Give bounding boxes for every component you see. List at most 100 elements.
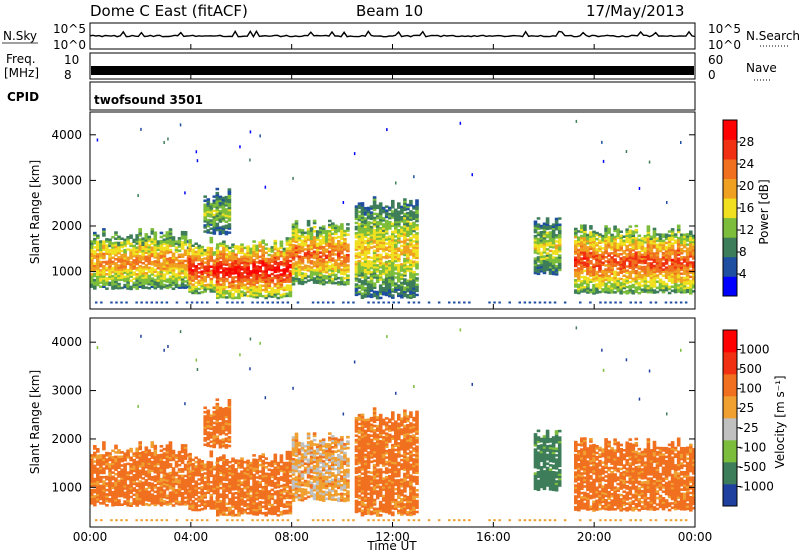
power-cell bbox=[400, 216, 404, 219]
power-cell bbox=[664, 252, 669, 255]
power-cell bbox=[321, 225, 326, 228]
power-cell bbox=[673, 235, 678, 238]
velocity-cell bbox=[147, 451, 152, 455]
power-cell bbox=[282, 262, 287, 265]
power-cell bbox=[372, 241, 377, 244]
power-cell bbox=[658, 243, 663, 247]
power-cell bbox=[246, 249, 250, 253]
power-cell bbox=[400, 289, 404, 293]
velocity-cell bbox=[162, 482, 167, 486]
power-cell bbox=[391, 273, 395, 277]
power-cell bbox=[622, 243, 626, 247]
velocity-cell bbox=[150, 460, 155, 464]
power-cell bbox=[658, 260, 663, 263]
power-cell bbox=[409, 236, 413, 240]
power-cell bbox=[162, 257, 167, 260]
velocity-cell bbox=[147, 466, 152, 470]
power-cell bbox=[343, 266, 347, 270]
power-cell bbox=[388, 270, 392, 273]
power-cell bbox=[288, 247, 293, 250]
power-cell bbox=[328, 256, 332, 260]
power-cell bbox=[243, 252, 247, 256]
power-cell bbox=[613, 272, 617, 276]
power-cell bbox=[360, 230, 365, 234]
power-cell bbox=[381, 256, 386, 259]
power-cell bbox=[554, 273, 559, 276]
power-cell bbox=[375, 237, 380, 240]
power-isolated-echo bbox=[137, 194, 139, 197]
power-cell bbox=[384, 223, 389, 227]
power-cell bbox=[375, 221, 380, 224]
power-cell bbox=[676, 257, 681, 260]
power-cell bbox=[108, 281, 112, 285]
velocity-cell bbox=[111, 456, 115, 459]
velocity-cell bbox=[120, 503, 124, 506]
power-cell bbox=[282, 260, 287, 263]
power-cell bbox=[557, 239, 562, 243]
power-cell bbox=[165, 266, 170, 269]
power-cell bbox=[388, 208, 392, 212]
power-cell bbox=[99, 250, 103, 254]
power-cell bbox=[354, 277, 359, 280]
power-cell bbox=[270, 246, 275, 249]
power-cell bbox=[135, 285, 139, 288]
power-cell bbox=[391, 202, 395, 205]
velocity-cell bbox=[162, 463, 167, 466]
power-cell bbox=[221, 225, 226, 228]
power-cell bbox=[212, 251, 217, 254]
power-cell bbox=[673, 290, 678, 294]
power-cell bbox=[557, 242, 562, 245]
power-cell bbox=[378, 214, 383, 218]
power-cell bbox=[159, 262, 164, 265]
power-cell bbox=[372, 274, 377, 277]
power-cell bbox=[117, 258, 121, 261]
power-cell bbox=[400, 226, 404, 229]
velocity-cell bbox=[156, 460, 161, 464]
power-cell bbox=[689, 292, 693, 295]
power-cell bbox=[194, 254, 198, 258]
velocity-cell bbox=[194, 497, 198, 501]
power-cell bbox=[557, 237, 562, 241]
power-cell bbox=[595, 279, 599, 282]
power-cell bbox=[667, 265, 672, 268]
power-cell bbox=[96, 236, 100, 240]
power-cell bbox=[258, 259, 262, 263]
power-cell bbox=[640, 265, 645, 269]
power-ground-scatter bbox=[231, 301, 234, 304]
power-cell bbox=[412, 215, 416, 218]
power-cell bbox=[388, 266, 392, 269]
velocity-cell bbox=[144, 492, 149, 495]
beam-title: Beam 10 bbox=[356, 2, 423, 20]
power-cell bbox=[625, 277, 629, 281]
power-cell bbox=[403, 272, 407, 275]
power-cell bbox=[267, 282, 272, 285]
power-cell bbox=[378, 288, 383, 291]
power-cell bbox=[689, 255, 693, 258]
power-cell bbox=[168, 269, 173, 272]
velocity-cell bbox=[165, 503, 170, 506]
power-cell bbox=[165, 268, 170, 271]
power-cell bbox=[409, 277, 413, 281]
power-cell bbox=[655, 237, 660, 240]
power-cell bbox=[209, 253, 214, 256]
power-cell bbox=[318, 257, 323, 260]
power-cell bbox=[276, 288, 281, 292]
power-cell bbox=[637, 281, 642, 285]
power-cell bbox=[219, 267, 223, 270]
power-cell bbox=[306, 238, 311, 241]
power-cell bbox=[168, 228, 173, 231]
power-cell bbox=[655, 251, 660, 255]
power-cell bbox=[203, 251, 207, 254]
power-cell bbox=[577, 238, 581, 241]
power-ground-scatter bbox=[145, 301, 148, 304]
power-cell bbox=[554, 244, 559, 247]
power-ground-scatter bbox=[185, 301, 189, 304]
power-cell bbox=[246, 259, 250, 263]
power-cell bbox=[673, 280, 678, 283]
power-cell bbox=[240, 278, 244, 281]
power-cell bbox=[279, 246, 284, 250]
power-cell bbox=[99, 264, 103, 268]
power-cell bbox=[354, 240, 359, 243]
velocity-cell bbox=[150, 482, 155, 486]
power-cell bbox=[203, 218, 207, 221]
